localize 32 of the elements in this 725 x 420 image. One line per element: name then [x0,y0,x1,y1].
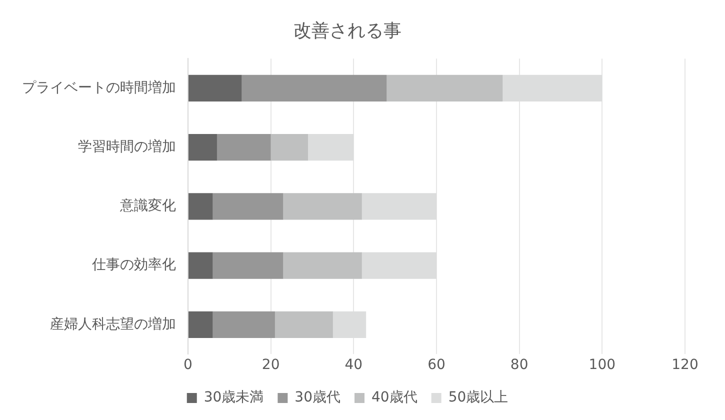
bar [188,311,213,338]
y-tick-label: 産婦人科志望の増加 [50,315,176,332]
bar [212,311,275,338]
chart-title: 改善される事 [294,20,402,42]
x-tick-label: 100 [588,357,616,374]
bar [283,193,362,220]
bar [188,193,213,220]
y-tick-label: 意識変化 [119,198,176,214]
legend-label: 30歳代 [294,390,341,406]
bar [212,193,284,220]
y-tick-label: 仕事の効率化 [91,257,176,274]
bar [188,134,217,161]
legend-label: 40歳代 [372,390,418,406]
x-tick-label: 120 [672,357,698,374]
x-tick-label: 60 [428,357,446,374]
x-tick-label: 40 [344,357,363,374]
x-tick-label: 80 [510,357,528,374]
y-tick-label: プライベートの時間増加 [22,78,176,96]
x-tick-label: 20 [262,357,280,374]
legend-label: 30歳未満 [204,390,264,406]
x-tick-label: 0 [184,357,192,374]
bar [188,252,213,279]
legend-label: 50歳以上 [448,390,508,406]
y-tick-label: 学習時間の増加 [78,138,176,155]
bar [386,74,503,102]
bar [274,311,333,338]
bar [283,252,362,279]
bar [242,74,387,102]
bar [188,74,242,102]
bar [270,134,308,161]
bar [212,252,284,279]
bar [216,134,271,161]
